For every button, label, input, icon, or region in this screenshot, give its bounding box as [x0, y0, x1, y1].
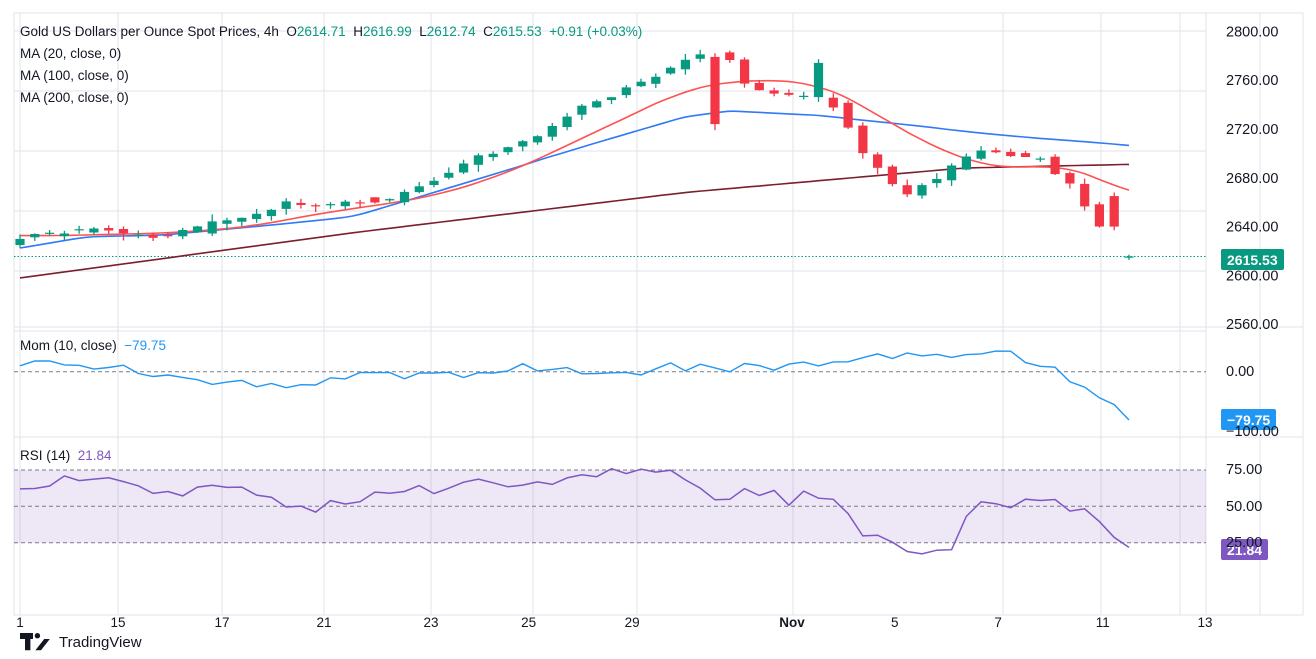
svg-text:7: 7: [994, 615, 1002, 630]
svg-text:25: 25: [521, 615, 536, 630]
svg-text:2760.00: 2760.00: [1226, 73, 1278, 89]
svg-text:2600.00: 2600.00: [1226, 269, 1278, 285]
svg-text:21: 21: [316, 615, 331, 630]
svg-text:2720.00: 2720.00: [1226, 122, 1278, 138]
svg-text:Nov: Nov: [779, 615, 805, 630]
svg-text:15: 15: [110, 615, 125, 630]
svg-text:1: 1: [16, 615, 24, 630]
svg-text:11: 11: [1096, 615, 1110, 630]
svg-text:23: 23: [423, 615, 438, 630]
svg-text:2640.00: 2640.00: [1226, 220, 1278, 236]
svg-text:2800.00: 2800.00: [1226, 24, 1278, 40]
svg-text:13: 13: [1197, 615, 1212, 630]
svg-text:29: 29: [625, 615, 640, 630]
svg-text:5: 5: [891, 615, 899, 630]
svg-text:17: 17: [214, 615, 229, 630]
svg-text:2680.00: 2680.00: [1226, 171, 1278, 187]
